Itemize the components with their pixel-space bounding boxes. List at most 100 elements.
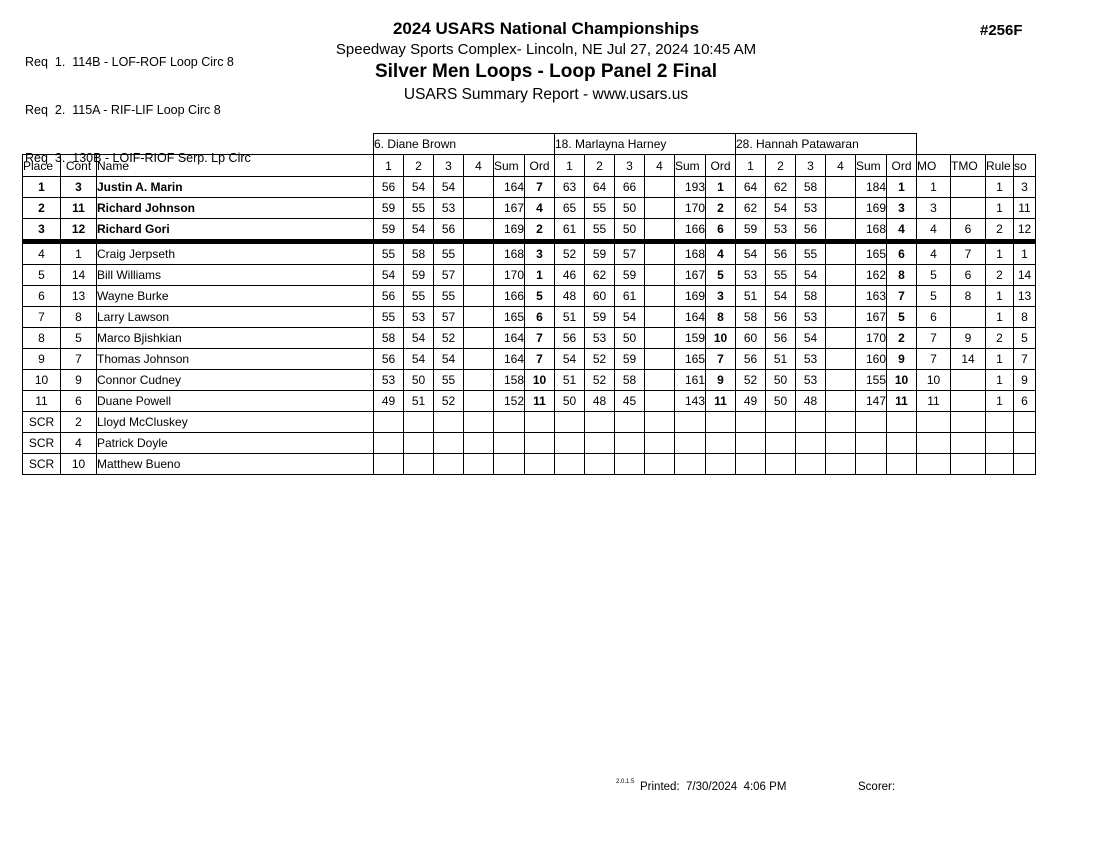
contestant-number-cell: 13 <box>60 285 97 307</box>
place-cell: 1 <box>22 176 61 198</box>
sum-cell-panel2: 193 <box>674 176 706 198</box>
score-cell-panel3: 56 <box>765 306 796 328</box>
score-cell-panel2 <box>554 453 585 475</box>
rule-cell: 1 <box>985 348 1014 370</box>
score-cell-panel2: 57 <box>614 241 645 265</box>
ordinal-cell-panel2: 1 <box>705 176 736 198</box>
so-cell: 12 <box>1013 218 1036 244</box>
sum-header-panel2: Sum <box>674 154 706 177</box>
score-cell-panel3: 58 <box>735 306 766 328</box>
score-cell-panel1 <box>463 218 494 244</box>
sum-cell-panel2: 166 <box>674 218 706 244</box>
req-line-2: Req 2. 115A - RIF-LIF Loop Circ 8 <box>25 103 221 117</box>
results-table-body: 1 3 Justin A. Marin 56 54 54 164 7 63 64 66 193 1 64 6… <box>22 176 1036 475</box>
score-cell-panel2: 59 <box>584 241 615 265</box>
score-cell-panel3: 54 <box>765 285 796 307</box>
rule-cell: 2 <box>985 218 1014 244</box>
sum-cell-panel3: 168 <box>855 218 887 244</box>
ordinal-header-panel3: Ord <box>886 154 917 177</box>
place-cell: 9 <box>22 348 61 370</box>
total-majority-cell <box>950 411 986 433</box>
score-cell-panel1: 57 <box>433 264 464 286</box>
sum-cell-panel2: 143 <box>674 390 706 412</box>
ordinal-cell-panel3: 2 <box>886 327 917 349</box>
ordinal-header-panel1: Ord <box>524 154 555 177</box>
total-majority-cell: 9 <box>950 327 986 349</box>
name-cell: Lloyd McCluskey <box>96 411 374 433</box>
score-cell-panel2: 51 <box>554 306 585 328</box>
score-cell-panel2 <box>584 453 615 475</box>
score-cell-panel2 <box>644 285 675 307</box>
majority-cell <box>916 411 951 433</box>
majority-cell <box>916 453 951 475</box>
score-cell-panel3: 60 <box>735 327 766 349</box>
sum-cell-panel1: 167 <box>493 197 525 219</box>
rule-cell: 2 <box>985 327 1014 349</box>
score-cell-panel1 <box>433 411 464 433</box>
name-cell: Connor Cudney <box>96 369 374 391</box>
so-cell: 13 <box>1013 285 1036 307</box>
place-cell: 11 <box>22 390 61 412</box>
so-cell <box>1013 453 1036 475</box>
score-cell-panel1: 58 <box>403 241 434 265</box>
judge-mark-header-panel2: 2 <box>584 154 615 177</box>
score-cell-panel3: 50 <box>765 369 796 391</box>
table-row: 5 14 Bill Williams 54 59 57 170 1 46 62 59 167 5 53 55… <box>22 264 1036 286</box>
score-cell-panel3: 53 <box>795 369 826 391</box>
contestant-number-cell: 10 <box>60 453 97 475</box>
sum-cell-panel1 <box>493 432 525 454</box>
name-cell: Wayne Burke <box>96 285 374 307</box>
place-header: Place <box>22 154 61 177</box>
score-cell-panel3: 59 <box>735 218 766 244</box>
score-cell-panel1 <box>463 390 494 412</box>
ordinal-cell-panel3: 7 <box>886 285 917 307</box>
sum-cell-panel3: 184 <box>855 176 887 198</box>
ordinal-cell-panel2: 4 <box>705 241 736 265</box>
ordinal-cell-panel1: 1 <box>524 264 555 286</box>
contestant-number-cell: 14 <box>60 264 97 286</box>
table-row: 1 3 Justin A. Marin 56 54 54 164 7 63 64 66 193 1 64 6… <box>22 176 1036 198</box>
name-cell: Richard Johnson <box>96 197 374 219</box>
score-cell-panel2: 52 <box>584 369 615 391</box>
score-cell-panel2 <box>644 453 675 475</box>
score-cell-panel1 <box>403 453 434 475</box>
score-cell-panel1 <box>403 432 434 454</box>
score-cell-panel2: 54 <box>554 348 585 370</box>
score-cell-panel2: 50 <box>614 218 645 244</box>
sum-cell-panel3: 165 <box>855 241 887 265</box>
score-cell-panel3 <box>825 197 856 219</box>
table-row: 11 6 Duane Powell 49 51 52 152 11 50 48 45 143 11 49 5… <box>22 390 1036 412</box>
majority-cell: 5 <box>916 285 951 307</box>
score-cell-panel1: 54 <box>433 348 464 370</box>
ordinal-cell-panel2: 5 <box>705 264 736 286</box>
score-cell-panel3 <box>825 327 856 349</box>
sum-cell-panel3: 155 <box>855 369 887 391</box>
name-cell: Marco Bjishkian <box>96 327 374 349</box>
ordinal-cell-panel2: 3 <box>705 285 736 307</box>
score-cell-panel2 <box>554 411 585 433</box>
score-cell-panel1 <box>373 453 404 475</box>
majority-header: MO <box>916 154 951 177</box>
score-cell-panel2: 55 <box>584 197 615 219</box>
contestant-header: Cont <box>60 154 97 177</box>
score-cell-panel2 <box>614 411 645 433</box>
score-cell-panel2 <box>644 218 675 244</box>
score-cell-panel1 <box>373 432 404 454</box>
score-cell-panel1: 59 <box>373 197 404 219</box>
majority-cell: 7 <box>916 348 951 370</box>
score-cell-panel2: 46 <box>554 264 585 286</box>
req-line-1: Req 1. 114B - LOF-ROF Loop Circ 8 <box>25 55 234 69</box>
sum-cell-panel1: 164 <box>493 348 525 370</box>
so-cell: 5 <box>1013 327 1036 349</box>
score-cell-panel3: 53 <box>795 306 826 328</box>
score-cell-panel2: 66 <box>614 176 645 198</box>
score-cell-panel1: 55 <box>373 306 404 328</box>
scorer-label: Scorer: <box>858 781 896 793</box>
ordinal-cell-panel2: 6 <box>705 218 736 244</box>
score-cell-panel2: 56 <box>554 327 585 349</box>
score-cell-panel3: 52 <box>735 369 766 391</box>
score-cell-panel2: 45 <box>614 390 645 412</box>
score-cell-panel2: 65 <box>554 197 585 219</box>
score-cell-panel1 <box>463 327 494 349</box>
score-cell-panel2 <box>644 369 675 391</box>
